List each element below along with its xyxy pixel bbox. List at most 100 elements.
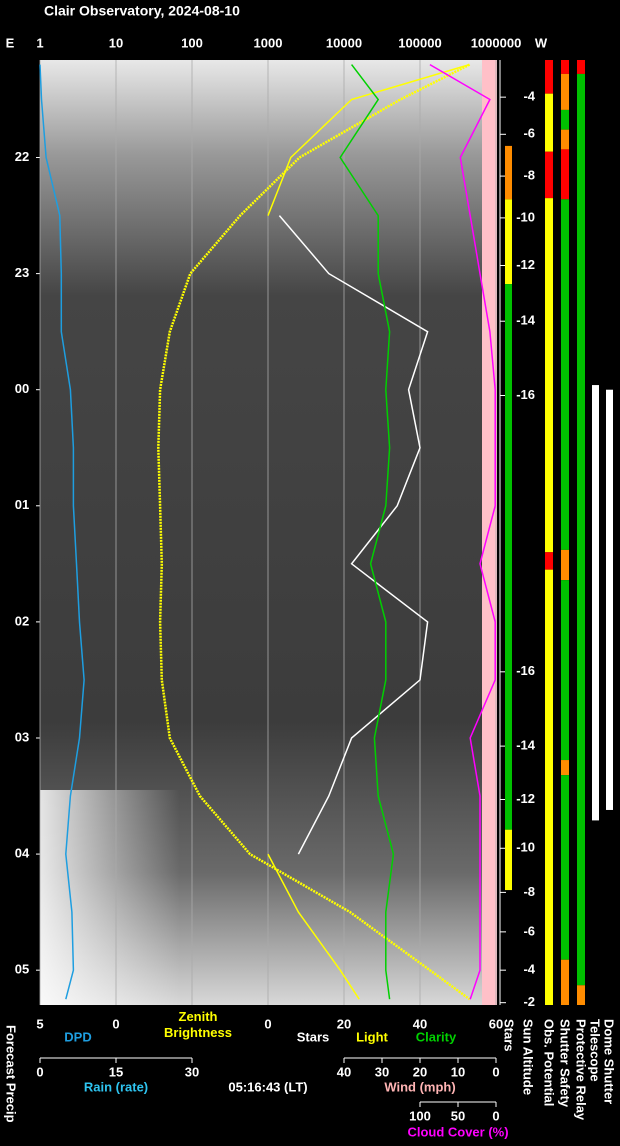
status-segment xyxy=(561,149,569,200)
top-tick-label: 100000 xyxy=(398,35,441,50)
top-tick-label: 100 xyxy=(181,35,203,50)
status-segment xyxy=(606,389,613,810)
top-axis-left: E xyxy=(6,35,15,50)
x-tick-label: 40 xyxy=(337,1064,351,1079)
y-tick-label: 02 xyxy=(15,613,29,628)
y-tick-label: 22 xyxy=(15,149,29,164)
status-segment xyxy=(505,829,512,891)
y-tick-label: 05 xyxy=(15,962,29,977)
sun-label: -12 xyxy=(516,791,535,806)
x-tick-label: 0 xyxy=(492,1064,499,1079)
x-tick-label: 60 xyxy=(489,1016,503,1031)
status-segment xyxy=(577,73,585,986)
status-segment xyxy=(545,198,553,553)
series-line xyxy=(278,215,429,855)
series-name: Cloud Cover (%) xyxy=(407,1124,508,1139)
status-segment xyxy=(561,959,569,1005)
x-tick-label: 15 xyxy=(109,1064,123,1079)
top-tick-label: 10000 xyxy=(326,35,362,50)
vertical-label: Stars xyxy=(502,1019,517,1052)
vertical-label: Obs. Potential xyxy=(542,1019,557,1106)
sun-label: -14 xyxy=(516,313,536,328)
left-label: Forecast Precip xyxy=(4,1025,19,1123)
sun-label: -12 xyxy=(516,257,535,272)
sun-label: -6 xyxy=(523,126,535,141)
current-time: 05:16:43 (LT) xyxy=(228,1079,307,1094)
top-tick-label: 1 xyxy=(36,35,43,50)
status-segment xyxy=(561,129,569,150)
sun-label: -10 xyxy=(516,840,535,855)
x-tick-label: 50 xyxy=(451,1108,465,1123)
x-tick-label: 0 xyxy=(264,1016,271,1031)
axis-name: Wind (mph) xyxy=(384,1079,455,1094)
series-line xyxy=(39,64,85,1000)
cloud-strip xyxy=(482,60,497,1005)
sun-label: -8 xyxy=(523,168,535,183)
y-tick-label: 01 xyxy=(15,497,29,512)
x-tick-label: 0 xyxy=(492,1108,499,1123)
status-segment xyxy=(561,109,569,130)
top-tick-label: 1000000 xyxy=(471,35,522,50)
y-tick-label: 23 xyxy=(15,265,29,280)
x-tick-label: 5 xyxy=(36,1016,43,1031)
status-segment xyxy=(577,985,585,1005)
vertical-label: Shutter Safety xyxy=(558,1019,573,1108)
status-segment xyxy=(545,60,553,94)
x-tick-label: 0 xyxy=(112,1016,119,1031)
sun-label: -8 xyxy=(523,884,535,899)
status-segment xyxy=(561,60,569,74)
status-segment xyxy=(577,60,585,74)
sun-label: -4 xyxy=(523,89,535,104)
top-tick-label: 10 xyxy=(109,35,123,50)
top-tick-label: 1000 xyxy=(254,35,283,50)
x-tick-label: 30 xyxy=(375,1064,389,1079)
x-tick-label: 10 xyxy=(451,1064,465,1079)
series-name: DPD xyxy=(64,1029,91,1044)
vertical-label: Telescope xyxy=(588,1019,603,1082)
status-segment xyxy=(545,569,553,1005)
vertical-label: Sun Altitude xyxy=(521,1019,536,1095)
y-tick-label: 00 xyxy=(15,381,29,396)
x-tick-label: 20 xyxy=(337,1016,351,1031)
sun-label: -14 xyxy=(516,738,536,753)
series-line xyxy=(267,63,470,216)
series-line xyxy=(157,63,471,1001)
x-tick-label: 20 xyxy=(413,1064,427,1079)
sun-label: -2 xyxy=(523,994,535,1009)
series-name: Stars xyxy=(297,1029,330,1044)
series-line xyxy=(267,853,360,1000)
x-tick-label: 100 xyxy=(409,1108,431,1123)
status-segment xyxy=(561,549,569,581)
sun-label: -10 xyxy=(516,209,535,224)
status-segment xyxy=(561,199,569,550)
series-name: Zenith Brightness xyxy=(164,1009,232,1040)
sky-glow xyxy=(40,790,180,1005)
y-tick-label: 04 xyxy=(15,846,30,861)
series-line xyxy=(339,64,395,1000)
x-tick-label: 0 xyxy=(36,1064,43,1079)
sun-label: -4 xyxy=(523,962,535,977)
status-segment xyxy=(505,284,512,830)
top-axis-right: W xyxy=(535,35,548,50)
sun-label: -16 xyxy=(516,663,535,678)
sun-label: -16 xyxy=(516,387,535,402)
vertical-label: Dome Shutter xyxy=(602,1019,617,1104)
series-name: Clarity xyxy=(416,1029,457,1044)
status-segment xyxy=(561,775,569,960)
status-segment xyxy=(561,580,569,761)
status-segment xyxy=(561,73,569,110)
status-segment xyxy=(545,93,553,152)
chart-title: Clair Observatory, 2024-08-10 xyxy=(44,3,240,19)
series-line xyxy=(429,63,496,1000)
x-tick-label: 40 xyxy=(413,1016,427,1031)
status-segment xyxy=(505,145,512,200)
status-segment xyxy=(561,760,569,776)
sun-label: -6 xyxy=(523,923,535,938)
series-name: Light xyxy=(356,1029,388,1044)
x-tick-label: 30 xyxy=(185,1064,199,1079)
status-segment xyxy=(592,385,599,821)
vertical-label: Protective Relay xyxy=(574,1019,589,1121)
y-tick-label: 03 xyxy=(15,729,29,744)
